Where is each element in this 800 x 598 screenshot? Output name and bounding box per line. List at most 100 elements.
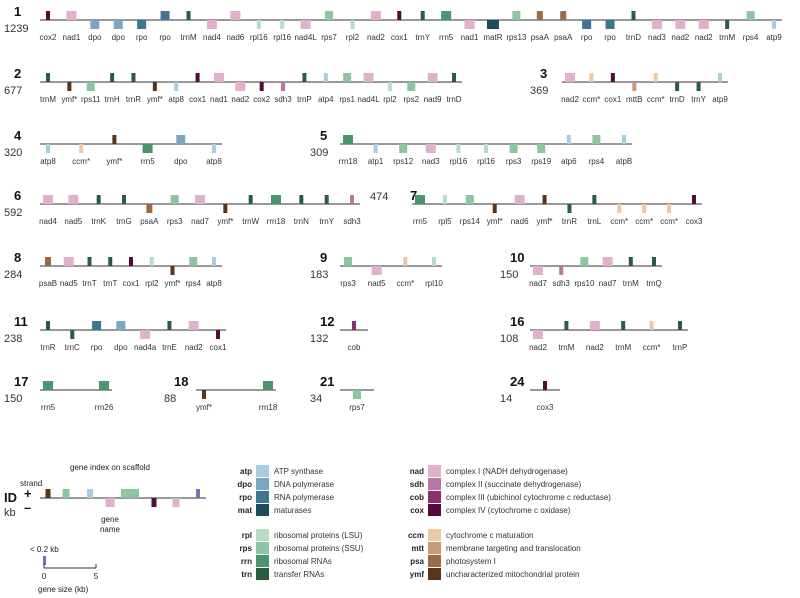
gene-label: ymf* [537, 217, 553, 226]
key-gene-block [196, 489, 200, 498]
small-gene-note: < 0.2 kb [30, 545, 59, 554]
size-scale-label: gene size (kb) [38, 585, 89, 594]
legend-swatch [256, 465, 269, 477]
gene-block-rps [343, 73, 352, 82]
gene-block-nad [195, 195, 205, 204]
scaffold-id: 16 [510, 314, 524, 329]
gene-block-ymf [542, 195, 547, 204]
gene-label: nad2 [529, 343, 547, 352]
legend-swatch [256, 542, 269, 554]
gene-block-trn [46, 321, 50, 330]
gene-block-atp [718, 73, 722, 82]
gene-block-trn [302, 73, 307, 82]
gene-block-nad [533, 266, 543, 275]
gene-block-rps [344, 257, 352, 266]
gene-label: rpo [136, 33, 148, 42]
gene-block-rpl [442, 195, 447, 204]
gene-block-rpo [605, 20, 615, 29]
gene-block-ccm [617, 204, 622, 213]
key-name: name [100, 525, 121, 534]
legend-description: uncharacterized mitochondrial protein [446, 570, 579, 579]
gene-block-rrn [142, 144, 153, 153]
gene-label: nad2 [367, 33, 385, 42]
gene-label: ymf* [106, 157, 122, 166]
gene-label: rps19 [531, 157, 552, 166]
gene-block-ccm [653, 73, 658, 82]
gene-label: atp8 [40, 157, 56, 166]
gene-label: ccm* [660, 217, 678, 226]
gene-label: nad4L [294, 33, 317, 42]
legend-description: transfer RNAs [274, 570, 324, 579]
scaffold-2: 2 677 trnM ymf* rps11 trnH trnR ymf* atp8 cox1 nad… [4, 66, 462, 104]
legend-abbr: atp [240, 467, 252, 476]
gene-label: rps11 [81, 95, 101, 104]
gene-label: ccm* [635, 217, 653, 226]
gene-label: trnM [623, 279, 639, 288]
gene-block-trn [696, 82, 701, 91]
gene-block-rpo [92, 321, 102, 330]
gene-label: matR [483, 33, 502, 42]
legend-abbr: rps [240, 544, 253, 553]
gene-label: dpo [112, 33, 126, 42]
gene-label: trnP [673, 343, 688, 352]
gene-block-cox [543, 381, 547, 390]
gene-label: nad3 [422, 157, 440, 166]
gene-label: cox1 [210, 343, 227, 352]
legend-description: DNA polymerase [274, 480, 335, 489]
gene-block-psa [146, 204, 153, 213]
scaffold-9: 9 183 rps3 nad5 ccm* rpl10 [310, 250, 443, 288]
gene-block-rrn [343, 135, 353, 144]
gene-label: atp8 [168, 95, 184, 104]
scaffold-id: 8 [14, 250, 21, 265]
gene-label: rps2 [403, 95, 419, 104]
legend-abbr: cob [410, 493, 424, 502]
gene-label: nad4 [203, 33, 221, 42]
gene-block-rrn [43, 381, 53, 390]
gene-label: sdh3 [553, 279, 571, 288]
scaffold-length: 150 [500, 269, 518, 281]
gene-label: trnM [615, 343, 631, 352]
gene-block-trn [122, 195, 126, 204]
gene-label: rpl2 [145, 279, 159, 288]
gene-block-rps [353, 390, 361, 399]
gene-block-atp [373, 144, 378, 153]
key-gene-block [45, 489, 51, 498]
scaffold-id: 1 [14, 4, 21, 19]
scaffold-id: 4 [14, 128, 22, 143]
gene-block-nad [533, 330, 543, 339]
legend-swatch [428, 465, 441, 477]
gene-label: trnN [294, 217, 309, 226]
legend-description: complex I (NADH dehydrogenase) [446, 467, 568, 476]
gene-block-cox [46, 11, 50, 20]
gene-label: psaB [39, 279, 57, 288]
gene-label: rpo [91, 343, 103, 352]
scaffold-length: 183 [310, 269, 328, 281]
gene-block-rpl [149, 257, 154, 266]
gene-label: rps3 [340, 279, 356, 288]
legend-abbr: ccm [408, 531, 424, 540]
gene-label: mttB [626, 95, 642, 104]
gene-block-nad [514, 195, 525, 204]
gene-label: rpl16 [450, 157, 468, 166]
gene-block-ccm [667, 204, 672, 213]
gene-block-trn [621, 321, 626, 330]
gene-block-atp [566, 135, 571, 144]
gene-block-atp [772, 20, 776, 29]
gene-block-rps [86, 82, 95, 91]
gene-label: nad4 [39, 217, 57, 226]
scaffold-length: 34 [310, 393, 322, 405]
legend-abbr: sdh [410, 480, 424, 489]
legend-abbr: rpl [242, 531, 252, 540]
gene-label: trnP [297, 95, 312, 104]
scaffold-id: 18 [174, 374, 188, 389]
gene-block-ccm [79, 144, 84, 153]
gene-label: psaA [554, 33, 573, 42]
gene-label: dpo [114, 343, 128, 352]
gene-block-rpl [432, 257, 436, 266]
gene-block-trn [110, 73, 115, 82]
scaffold-id: 24 [510, 374, 525, 389]
gene-label: ymf* [147, 95, 163, 104]
gene-block-trn [592, 195, 597, 204]
